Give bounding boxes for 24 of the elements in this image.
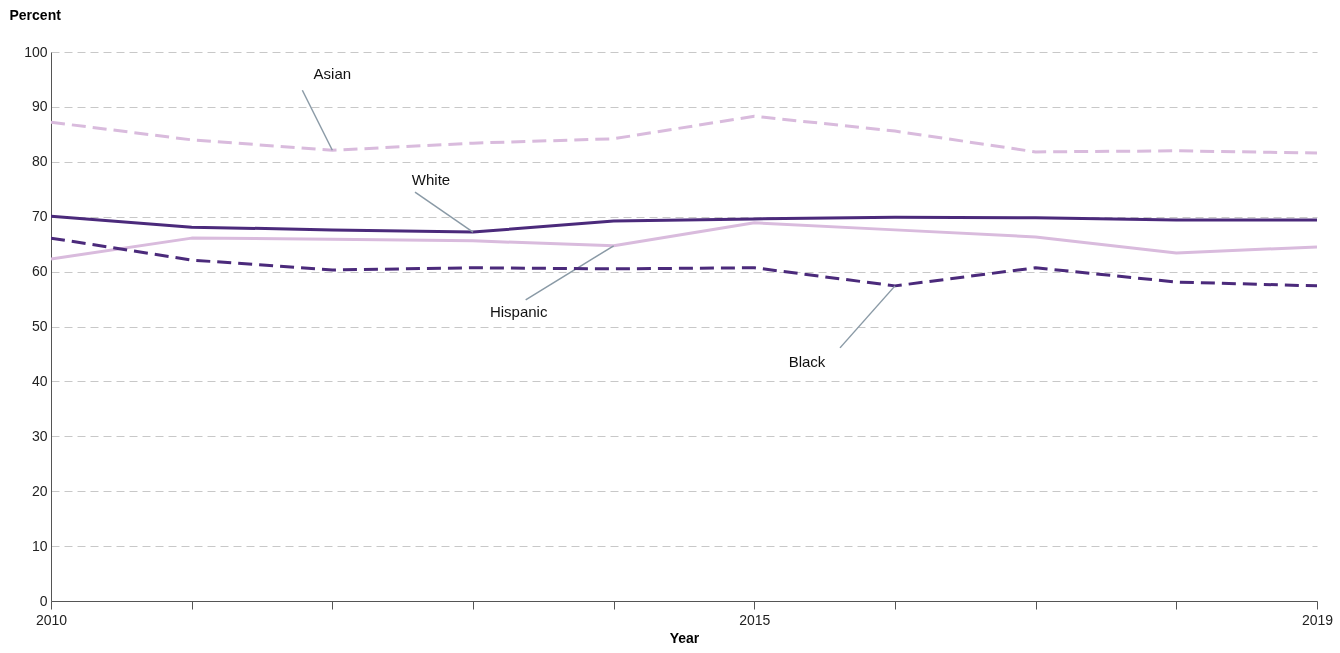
line-series (51, 236, 1317, 288)
x-tick-label: 2010 (35, 611, 68, 628)
x-axis-title: Year (669, 629, 700, 646)
line-series (51, 221, 1317, 261)
y-tick-label: 90 (31, 98, 48, 115)
y-tick-label: 30 (31, 427, 48, 444)
text: Hispanic (489, 302, 548, 320)
text: White (411, 171, 451, 189)
x-tick-label: 2015 (739, 611, 771, 628)
line-series (51, 114, 1317, 155)
text: Black (788, 352, 826, 370)
y-tick-label: 100 (24, 43, 48, 60)
y-tick-label: 70 (31, 208, 48, 225)
x-tick-label: 2019 (1301, 611, 1334, 628)
y-axis-title: Percent (9, 6, 62, 23)
y-tick-label: 40 (31, 372, 48, 389)
y-tick-label: 20 (31, 482, 48, 499)
y-tick-label: 10 (31, 537, 48, 554)
y-tick-label: 50 (31, 318, 48, 334)
y-tick-label: 80 (31, 153, 48, 170)
y-tick-label: 60 (31, 263, 48, 280)
text: Asian (313, 65, 352, 83)
y-tick-label: 0 (39, 592, 48, 609)
line-series (51, 214, 1317, 234)
